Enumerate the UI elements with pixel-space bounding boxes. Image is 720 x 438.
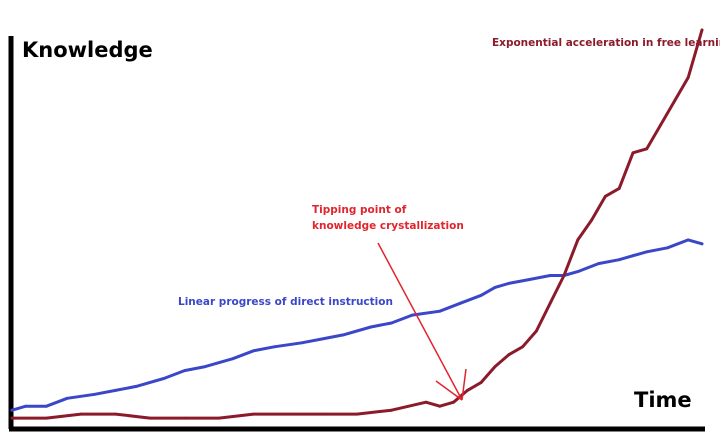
data-point-exponential-8 (286, 412, 290, 416)
data-point-exponential-26 (617, 187, 621, 190)
data-point-linear-8 (183, 369, 186, 372)
data-point-exponential-0 (10, 416, 14, 420)
data-point-linear-34 (700, 242, 704, 246)
data-point-exponential-7 (252, 412, 255, 416)
data-point-linear-30 (631, 254, 635, 258)
data-point-exponential-6 (217, 416, 221, 420)
data-point-exponential-3 (114, 412, 117, 416)
data-point-exponential-22 (562, 274, 566, 277)
data-point-linear-11 (252, 349, 255, 353)
data-point-exponential-5 (183, 416, 186, 420)
data-point-linear-15 (341, 333, 345, 337)
data-point-linear-5 (114, 389, 117, 392)
data-point-linear-22 (493, 286, 497, 289)
data-point-linear-14 (321, 337, 324, 341)
data-point-linear-4 (93, 392, 97, 396)
data-point-exponential-28 (645, 147, 649, 151)
data-point-linear-21 (479, 293, 483, 297)
data-point-exponential-9 (321, 412, 324, 416)
data-point-linear-25 (548, 274, 552, 277)
data-point-exponential-27 (631, 151, 635, 155)
data-point-linear-24 (528, 278, 531, 281)
data-point-exponential-11 (390, 408, 393, 412)
data-point-linear-17 (390, 321, 393, 325)
data-point-exponential-2 (79, 412, 83, 416)
data-point-exponential-12 (424, 400, 428, 404)
data-point-exponential-30 (673, 99, 676, 103)
data-point-exponential-25 (604, 194, 607, 198)
tipping-point-arrow (377, 242, 467, 401)
data-point-linear-23 (507, 282, 511, 285)
data-point-linear-9 (203, 365, 207, 368)
data-point-exponential-31 (686, 76, 690, 79)
data-point-linear-20 (459, 301, 462, 305)
data-point-exponential-10 (355, 412, 359, 416)
data-point-exponential-14 (452, 400, 455, 404)
data-point-linear-18 (410, 313, 414, 317)
data-point-linear-31 (645, 250, 649, 254)
y-axis-label: Knowledge (22, 38, 153, 62)
data-point-linear-3 (65, 396, 69, 400)
data-point-linear-6 (134, 385, 138, 388)
data-point-exponential-4 (148, 416, 152, 420)
annotation-tipping-label-line1: Tipping point of (312, 204, 407, 216)
data-point-linear-27 (576, 270, 580, 273)
annotation-linear-label: Linear progress of direct instruction (178, 296, 393, 308)
data-point-exponential-16 (479, 381, 483, 384)
data-point-linear-33 (686, 238, 690, 242)
data-point-exponential-17 (493, 365, 497, 368)
annotation-exponential-label: Exponential acceleration in free learnin… (492, 37, 720, 49)
data-point-exponential-13 (438, 404, 442, 408)
data-point-linear-29 (617, 258, 621, 262)
data-point-linear-1 (24, 404, 28, 408)
data-point-exponential-29 (659, 123, 662, 127)
data-point-exponential-18 (507, 353, 511, 357)
data-point-linear-13 (300, 341, 304, 345)
data-point-linear-2 (45, 404, 48, 408)
data-point-exponential-1 (45, 416, 48, 420)
data-point-exponential-20 (535, 329, 538, 333)
series-line-linear (10, 238, 704, 412)
annotation-tipping-label-line2: knowledge crystallization (312, 220, 464, 232)
data-point-linear-10 (231, 357, 235, 361)
data-point-exponential-24 (590, 218, 593, 222)
data-point-linear-19 (438, 309, 442, 313)
data-point-exponential-21 (548, 301, 552, 305)
data-point-linear-16 (369, 325, 373, 329)
series-points (10, 28, 704, 420)
data-point-linear-32 (666, 246, 669, 250)
x-axis-label: Time (634, 388, 692, 412)
data-point-exponential-15 (466, 389, 469, 392)
data-point-linear-12 (272, 345, 276, 349)
data-point-exponential-23 (576, 238, 580, 242)
data-point-exponential-32 (700, 28, 704, 32)
data-point-linear-7 (162, 377, 166, 380)
data-point-linear-0 (10, 408, 14, 412)
data-point-linear-28 (597, 262, 600, 265)
data-point-exponential-19 (521, 345, 524, 349)
